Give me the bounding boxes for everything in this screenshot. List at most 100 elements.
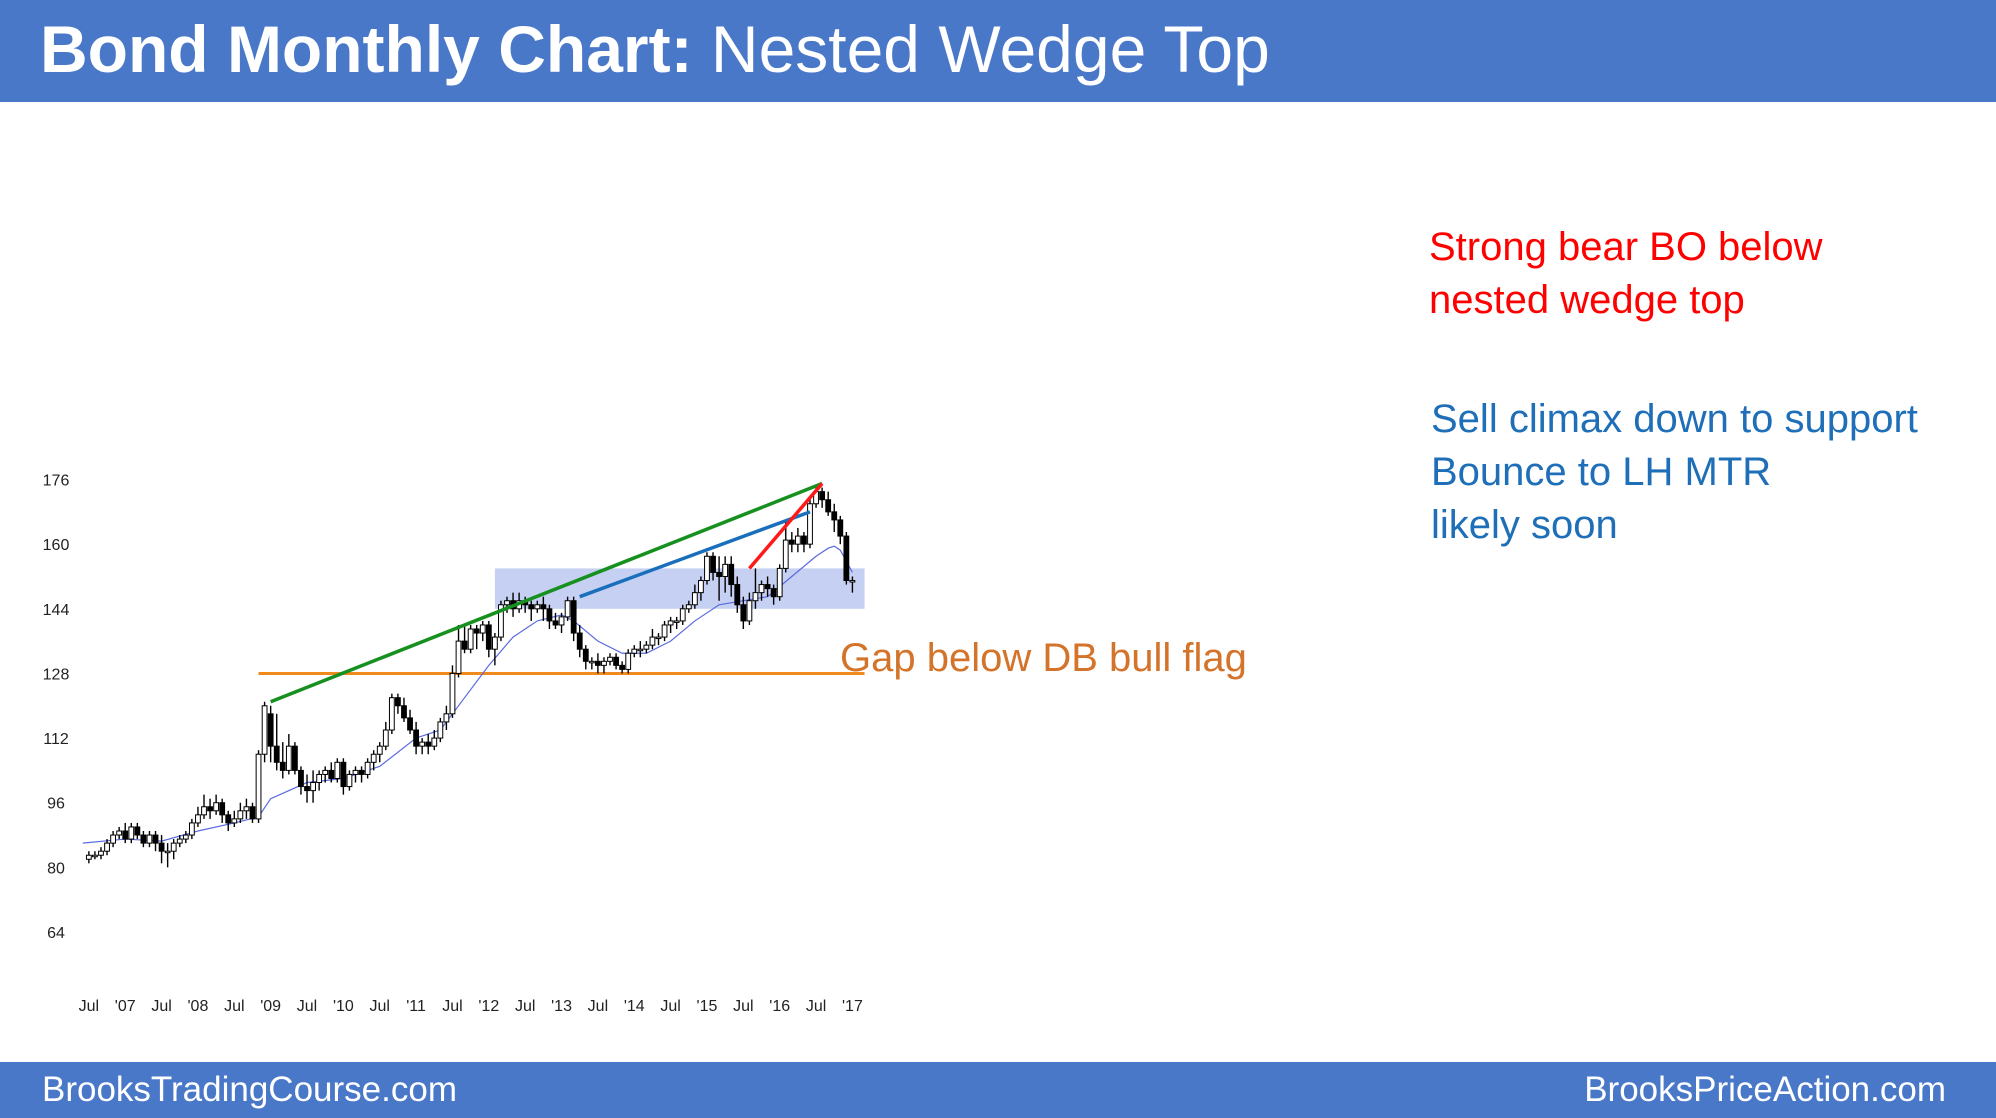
y-tick-label: 160 — [43, 537, 70, 554]
candle-bear — [267, 713, 274, 747]
candle-bear — [461, 640, 468, 650]
y-tick-label: 128 — [43, 666, 70, 683]
x-tick-label: Jul — [660, 998, 680, 1015]
title-bar: Bond Monthly Chart: Nested Wedge Top — [0, 0, 1996, 102]
candle-bear — [788, 539, 795, 545]
candle-bull — [146, 834, 153, 844]
candle-bull — [285, 745, 292, 771]
candle-bear — [552, 620, 559, 626]
candle-bull — [431, 737, 438, 747]
x-tick-label: '12 — [478, 998, 499, 1015]
footer-left-link[interactable]: BrooksTradingCourse.com — [42, 1070, 457, 1109]
support-zone — [494, 568, 865, 609]
candle-bull — [110, 834, 116, 844]
candle-bear — [801, 535, 807, 545]
candle-bull — [346, 773, 353, 788]
candle-bear — [619, 664, 626, 670]
y-tick-label: 176 — [43, 473, 70, 490]
candle-bull — [722, 563, 729, 577]
candle-bull — [673, 620, 680, 623]
annotation-orange: Gap below DB bull flag — [840, 636, 1247, 680]
candle-bear — [843, 535, 850, 582]
candle-bear — [304, 786, 310, 792]
candle-bull — [649, 636, 656, 646]
y-tick-label: 80 — [47, 860, 65, 877]
candle-bull — [116, 830, 123, 836]
x-tick-label: '13 — [551, 998, 572, 1015]
candle-bull — [255, 753, 262, 820]
x-tick-label: Jul — [370, 998, 390, 1015]
y-tick-label: 96 — [47, 796, 65, 813]
footer-right-link[interactable]: BrooksPriceAction.com — [1584, 1070, 1946, 1109]
candle-bull — [667, 620, 674, 626]
y-tick-label: 112 — [43, 731, 69, 748]
candle-bull — [449, 672, 456, 715]
candle-bull — [631, 648, 638, 654]
candle-bear — [576, 632, 583, 650]
candle-bear — [710, 555, 716, 573]
annotation-blue: Sell climax down to support Bounce to LH… — [1431, 393, 1918, 552]
footer-bar: BrooksTradingCourse.com BrooksPriceActio… — [0, 1062, 1996, 1118]
slide-title: Bond Monthly Chart: Nested Wedge Top — [40, 8, 1270, 90]
candle-bull — [679, 608, 686, 622]
candle-bull — [322, 769, 329, 775]
x-tick-label: '15 — [697, 998, 718, 1015]
candle-bear — [134, 826, 141, 836]
y-tick-label: 144 — [43, 602, 70, 619]
candle-bull — [498, 604, 504, 638]
x-tick-label: '09 — [260, 998, 281, 1015]
candle-bear — [595, 660, 601, 666]
candle-bull — [201, 806, 207, 816]
candle-bull — [655, 636, 662, 640]
x-tick-label: Jul — [515, 998, 535, 1015]
candle-bear — [570, 600, 577, 634]
candle-bear — [819, 491, 826, 501]
annotation-red-line-2: nested wedge top — [1429, 278, 1745, 322]
candle-bear — [249, 806, 256, 820]
candle-bull — [807, 503, 813, 545]
candle-bull — [601, 660, 607, 666]
candle-bear — [225, 814, 232, 824]
candle-bear — [140, 834, 147, 844]
title-rest: Nested Wedge Top — [692, 12, 1270, 86]
candle-bull — [558, 616, 565, 626]
candle-bull — [455, 640, 462, 674]
candle-bull — [691, 592, 698, 606]
price-chart: 64 80 96 112 128 144 160 176 Jul '07 Jul '08 Jul '09 J… — [43, 473, 865, 1015]
candle-bear — [546, 608, 553, 622]
candle-bear — [740, 604, 747, 622]
candle-bull — [704, 555, 710, 582]
candle-bull — [849, 580, 856, 583]
candle-bear — [328, 769, 335, 779]
candle-bear — [528, 604, 535, 610]
candle-bear — [716, 571, 723, 577]
x-tick-label: Jul — [806, 998, 826, 1015]
annotation-blue-line-2: Bounce to LH MTR — [1431, 450, 1772, 494]
candle-bull — [625, 652, 632, 670]
x-tick-label: '10 — [333, 998, 354, 1015]
candle-bull — [316, 773, 323, 784]
candle-bear — [734, 584, 741, 606]
candle-bear — [582, 648, 589, 662]
candle-bull — [98, 850, 104, 856]
candle-bull — [607, 656, 613, 662]
candle-bull — [479, 624, 486, 634]
candle-bear — [219, 802, 226, 816]
candle-bull — [352, 769, 359, 775]
candle-bull — [370, 753, 377, 763]
candle-bear — [728, 563, 735, 586]
candle-bull — [388, 697, 395, 731]
candle-bull — [364, 761, 371, 775]
candle-bull — [534, 604, 541, 610]
candle-bull — [188, 822, 195, 836]
x-tick-label: Jul — [588, 998, 608, 1015]
candle-bull — [746, 600, 753, 622]
candle-bull — [182, 834, 189, 840]
candle-bull — [261, 705, 268, 755]
candle-bull — [382, 729, 389, 747]
candle-bear — [122, 830, 129, 840]
candle-bull — [237, 810, 244, 820]
candle-bull — [467, 628, 474, 650]
candle-bear — [485, 624, 492, 650]
candle-bull — [231, 818, 238, 824]
